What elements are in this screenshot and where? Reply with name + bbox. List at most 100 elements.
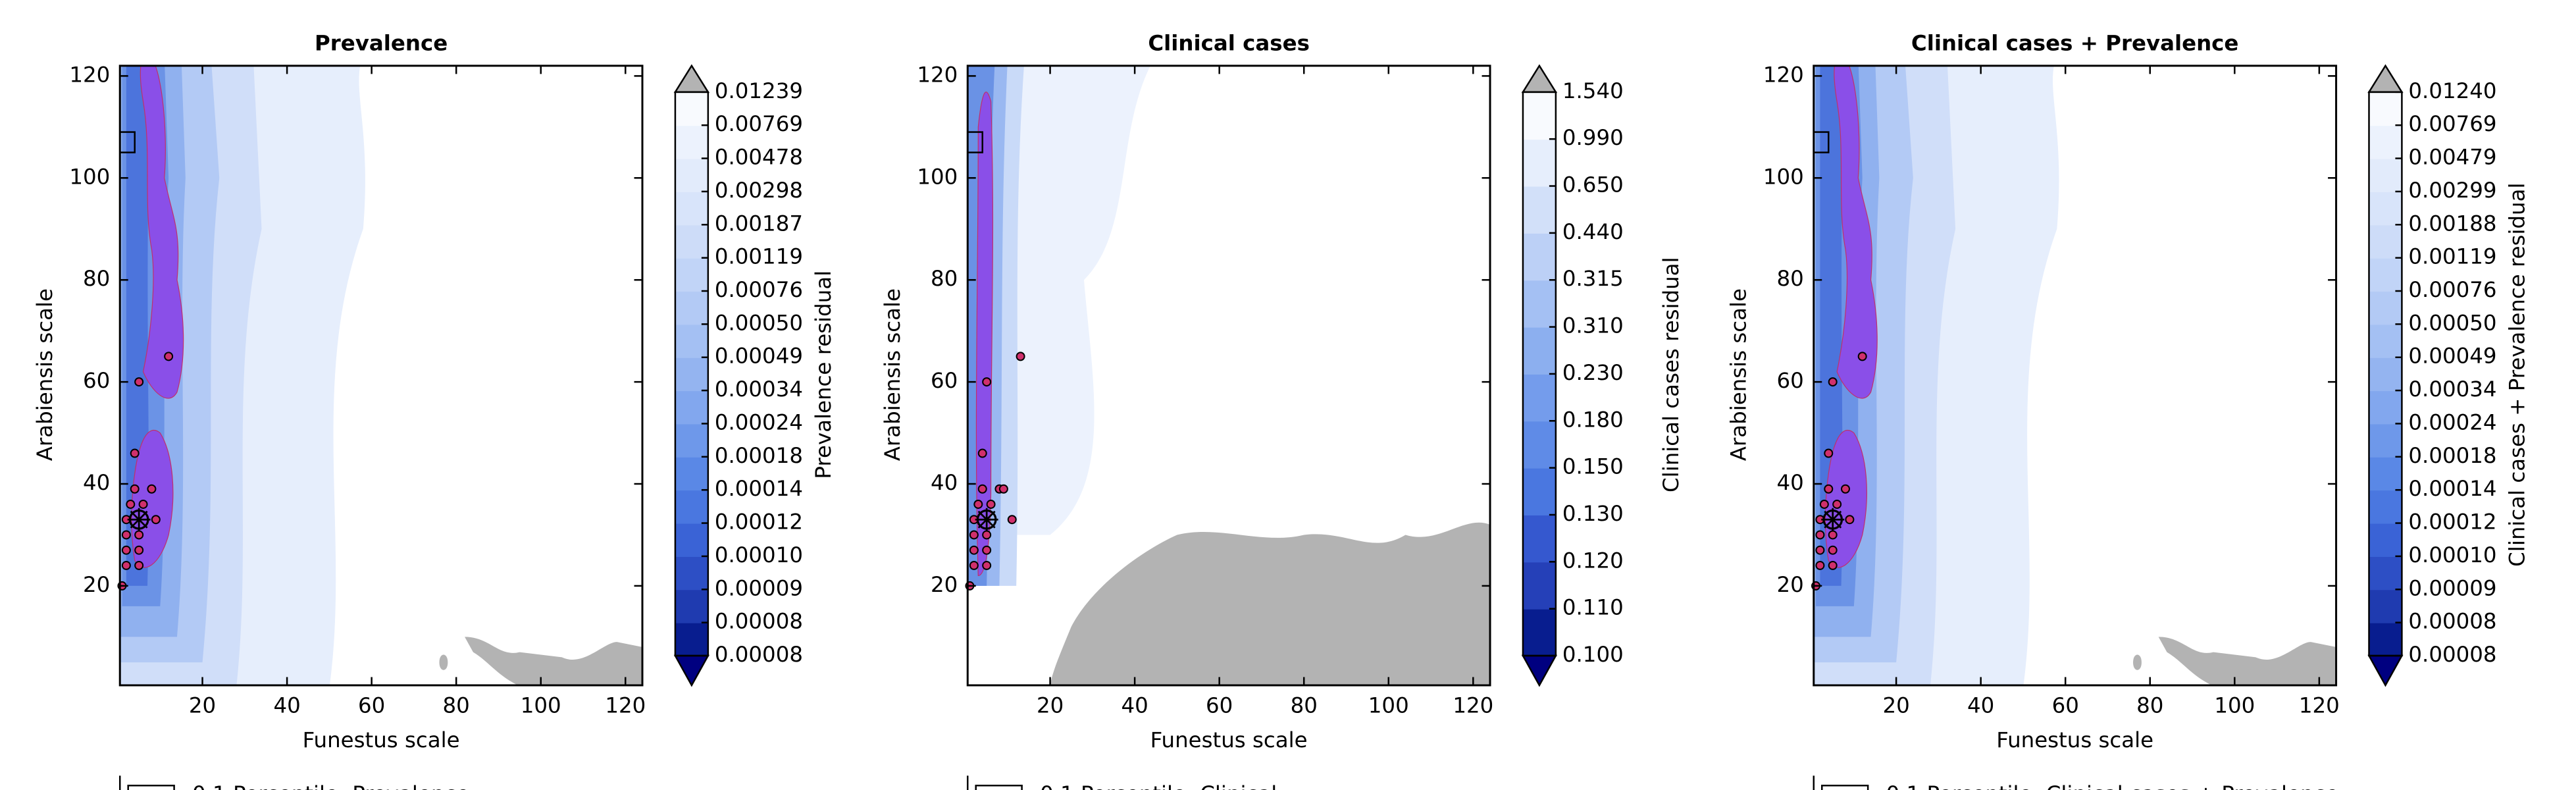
colorbar-segment <box>1522 327 1556 375</box>
colorbar-tick-label: 0.00769 <box>2408 111 2496 136</box>
colorbar-segment <box>675 191 708 226</box>
x-tick-label: 60 <box>2052 693 2079 718</box>
data-point <box>982 560 992 570</box>
colorbar-tick-label: 0.00024 <box>715 409 803 434</box>
colorbar-tick-label: 0.00012 <box>715 510 803 535</box>
y-tick-label: 120 <box>1763 62 1804 87</box>
data-point <box>121 545 131 555</box>
data-point <box>977 448 987 458</box>
colorbar-tick-label: 0.440 <box>1562 219 1624 244</box>
y-tick-label: 100 <box>1763 164 1804 189</box>
contour-field <box>1813 55 2336 687</box>
colorbar-frame <box>674 91 709 657</box>
x-tick-label: 100 <box>1368 693 1409 718</box>
y-tick-label: 120 <box>69 62 110 87</box>
data-point <box>1819 500 1829 509</box>
colorbar-tick-label: 0.00299 <box>2408 178 2496 203</box>
y-tick-label: 60 <box>1777 368 1804 393</box>
star-marker <box>975 508 998 531</box>
colorbar-segment <box>2369 556 2402 591</box>
colorbar-segment <box>675 490 708 524</box>
x-tick-label: 120 <box>2299 693 2340 718</box>
colorbar-segment <box>2369 357 2402 392</box>
colorbar-segment <box>675 556 708 591</box>
x-tick-label: 80 <box>443 693 470 718</box>
colorbar-segment <box>675 224 708 259</box>
colorbar-segment <box>675 622 708 657</box>
panel: 20 40 60 80 100 120 20 40 60 80 100 120 Prevalence Fu… <box>32 30 836 790</box>
x-tick-label: 80 <box>1291 693 1318 718</box>
star-marker <box>1821 508 1845 531</box>
colorbar-segment <box>2369 257 2402 292</box>
data-point <box>969 560 979 570</box>
colorbar-segment <box>2369 490 2402 524</box>
colorbar-tick-label: 0.00008 <box>715 609 803 634</box>
y-tick-label: 20 <box>83 572 110 597</box>
y-tick-label: 60 <box>931 368 958 393</box>
colorbar-segment <box>675 589 708 623</box>
colorbar-segment <box>2369 622 2402 657</box>
colorbar-tick-label: 0.00298 <box>715 178 803 203</box>
data-point <box>130 484 140 494</box>
colorbar-extend-low <box>673 654 709 687</box>
colorbar-tick-label: 0.01240 <box>2408 78 2496 103</box>
colorbar-tick-label: 0.00008 <box>2408 609 2496 634</box>
x-tick-label: 40 <box>1967 693 1994 718</box>
data-point <box>969 545 979 555</box>
data-point <box>164 352 174 361</box>
x-axis-label: Funestus scale <box>303 727 460 752</box>
y-tick-label: 80 <box>931 266 958 291</box>
x-tick-label: 80 <box>2136 693 2163 718</box>
colorbar-segment <box>675 257 708 292</box>
y-tick-label: 60 <box>83 368 110 393</box>
x-tick-label: 40 <box>1121 693 1148 718</box>
x-tick-label: 20 <box>189 693 216 718</box>
colorbar-tick-label: 0.00010 <box>2408 542 2496 567</box>
axes-frame <box>118 65 644 687</box>
colorbar-label: Prevalence residual <box>811 271 836 479</box>
y-tick-label: 120 <box>917 62 958 87</box>
colorbar-tick-label: 0.01239 <box>715 78 803 103</box>
colorbar-segment <box>1522 92 1556 140</box>
colorbar-tick-label: 0.00049 <box>2408 344 2496 369</box>
data-point <box>1828 530 1838 540</box>
data-point <box>130 448 140 458</box>
colorbar-tick-label: 0.230 <box>1562 360 1624 385</box>
data-point <box>1007 515 1017 525</box>
legend-label: 0.1 Percentile: Prevalence <box>192 781 469 790</box>
colorbar-tick-label: 0.130 <box>1562 501 1624 526</box>
y-tick-label: 20 <box>931 572 958 597</box>
colorbar-tick-label: 0.00034 <box>2408 377 2496 402</box>
x-tick-label: 20 <box>1037 693 1064 718</box>
colorbar-segment <box>675 291 708 325</box>
colorbar-extend-low <box>2367 654 2404 687</box>
colorbar-extend-low <box>1521 654 1557 687</box>
x-axis-label: Funestus scale <box>1996 727 2153 752</box>
data-point <box>1815 530 1825 540</box>
data-point <box>147 484 157 494</box>
colorbar-segment <box>2369 92 2402 126</box>
colorbar-label: Clinical cases residual <box>1659 257 1684 492</box>
colorbar-segment <box>2369 125 2402 159</box>
colorbar-tick-label: 0.00024 <box>2408 409 2496 434</box>
colorbar-label: Clinical cases + Prevalence residual <box>2505 182 2530 566</box>
chart-title: Clinical cases <box>1148 30 1310 55</box>
colorbar-tick-label: 0.00014 <box>2408 476 2496 501</box>
data-point <box>1828 545 1838 555</box>
colorbar-tick-label: 0.00478 <box>715 145 803 170</box>
data-point <box>982 545 992 555</box>
data-point <box>986 500 996 509</box>
colorbar-segment <box>2369 224 2402 259</box>
colorbar-segment <box>675 357 708 392</box>
data-point <box>1824 448 1834 458</box>
data-point <box>1815 560 1825 570</box>
legend-swatch <box>1821 784 1869 790</box>
colorbar-segment <box>1522 139 1556 187</box>
x-axis-label: Funestus scale <box>1150 727 1308 752</box>
colorbar-tick-label: 0.00018 <box>715 443 803 468</box>
colorbar-tick-label: 0.315 <box>1562 266 1624 291</box>
colorbar-tick-label: 0.00188 <box>2408 211 2496 236</box>
colorbar-segment <box>2369 191 2402 226</box>
colorbar-tick-label: 0.00050 <box>2408 310 2496 335</box>
